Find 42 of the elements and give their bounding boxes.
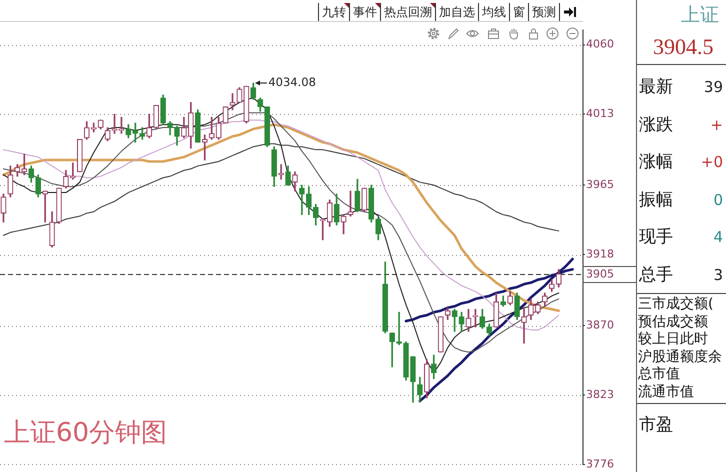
text: 窗 — [509, 3, 528, 21]
y-tick-label: 4013 — [586, 107, 614, 120]
text: 热点回溯 — [380, 3, 435, 21]
text: 事件 — [349, 3, 380, 21]
text: 上证 — [681, 4, 719, 26]
text: 涨跌 — [639, 114, 673, 134]
candlestick — [230, 93, 236, 110]
text: 3904.5 — [653, 34, 714, 59]
y-tick-label: 4060 — [586, 38, 614, 51]
text: 流通市值 — [638, 384, 694, 401]
text: 三市成交额( — [638, 296, 714, 313]
text: + — [710, 114, 723, 134]
candlestick — [396, 312, 402, 346]
text: 均线 — [478, 3, 509, 21]
text: 沪股通额度余 — [638, 348, 722, 366]
text: 3 — [713, 264, 723, 284]
y-tick-label: 3965 — [586, 178, 614, 191]
ref-line-label: 3905 — [586, 267, 614, 280]
y-tick-label: 3918 — [586, 247, 614, 260]
text: 现手 — [639, 227, 673, 247]
candlestick — [348, 190, 354, 216]
text: 总手 — [639, 264, 673, 284]
text: 较上日此时 — [638, 331, 708, 348]
text: 39 — [704, 77, 723, 97]
text: 总市值 — [638, 366, 680, 384]
text: 预估成交额 — [638, 314, 708, 331]
y-tick-label: 3870 — [586, 318, 614, 332]
text: 九转 — [318, 3, 349, 21]
text: 最新 — [639, 77, 673, 97]
candlestick — [521, 307, 527, 344]
annotation: 4034.08 — [268, 75, 316, 90]
text: 4 — [713, 227, 723, 247]
text: 预测 — [528, 3, 559, 21]
y-tick-label: 3776 — [586, 457, 614, 470]
text: 涨幅 — [639, 152, 673, 172]
y-tick-label: 3823 — [586, 388, 614, 401]
text: 0 — [713, 190, 723, 210]
text: 市盈 — [639, 415, 673, 435]
text: 振幅 — [639, 190, 673, 210]
text: 加自选 — [435, 3, 478, 21]
annotation: 上证60分钟图 — [4, 418, 168, 448]
text: +0 — [700, 152, 723, 172]
